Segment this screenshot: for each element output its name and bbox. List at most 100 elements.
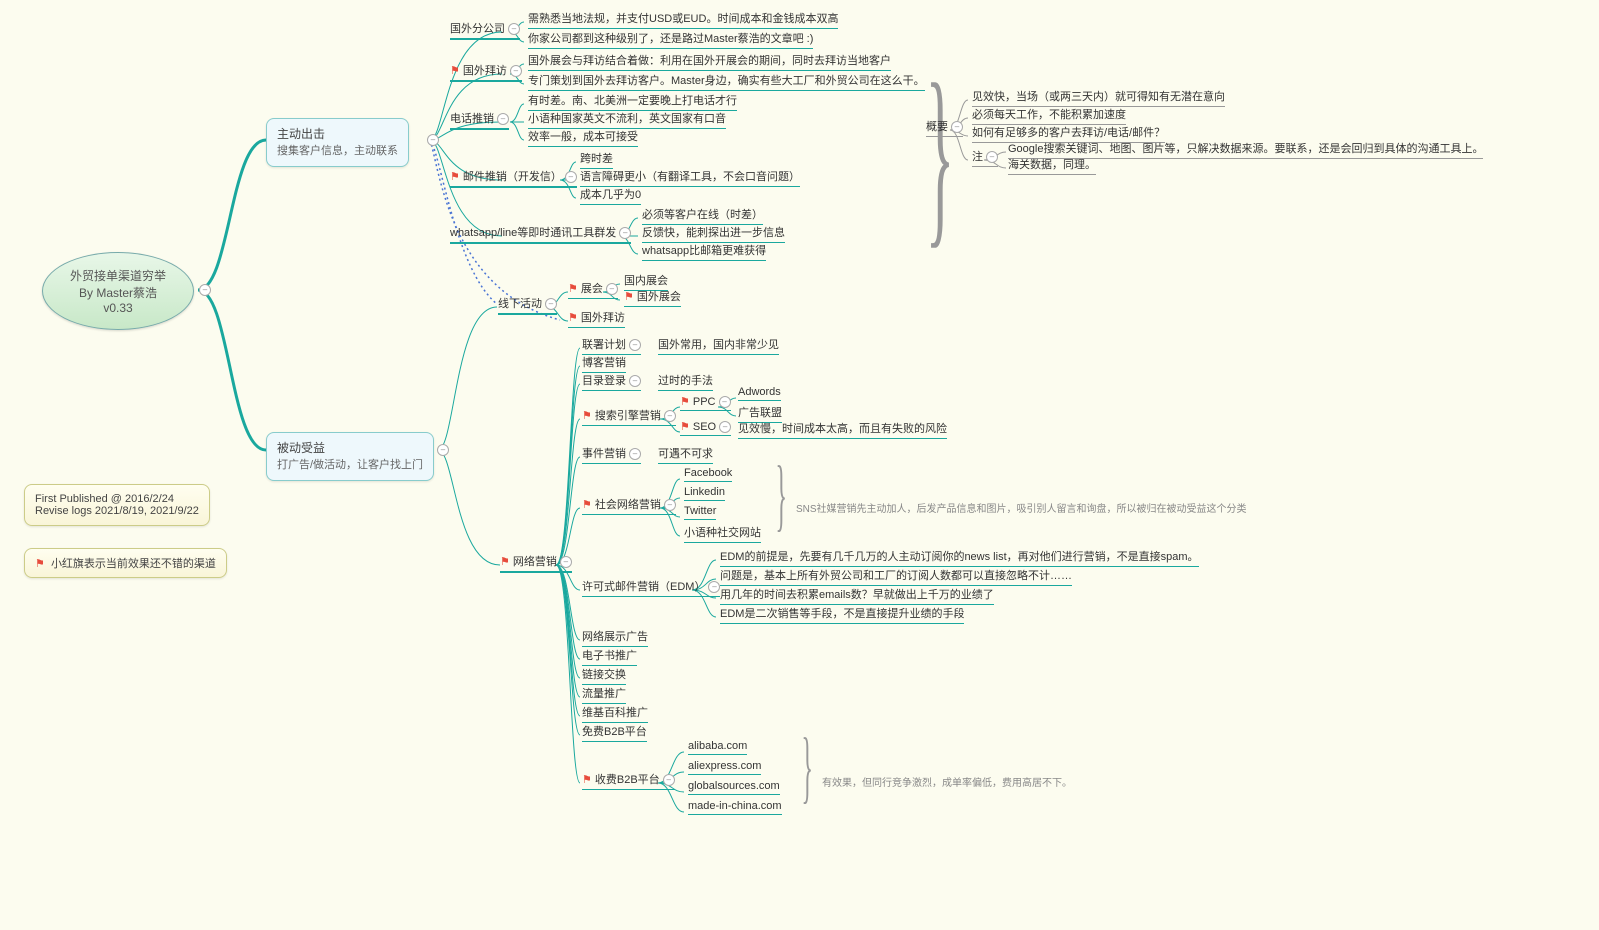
leaf[interactable]: alibaba.com bbox=[688, 740, 747, 755]
expand-icon[interactable]: – bbox=[437, 444, 449, 456]
expand-icon[interactable]: – bbox=[427, 134, 439, 146]
expand-icon[interactable]: – bbox=[719, 421, 731, 433]
node-exhibition[interactable]: ⚑展会– bbox=[568, 280, 618, 299]
legend-text: 小红旗表示当前效果还不错的渠道 bbox=[51, 558, 216, 570]
node-affiliate[interactable]: 联署计划– bbox=[582, 336, 641, 355]
node-overseas-branch[interactable]: 国外分公司– bbox=[450, 20, 520, 40]
node-phone[interactable]: 电话推销– bbox=[450, 110, 509, 130]
node-sns[interactable]: ⚑社会网络营销– bbox=[582, 496, 676, 515]
expand-icon[interactable]: – bbox=[619, 227, 631, 239]
leaf[interactable]: 国外常用，国内非常少见 bbox=[658, 336, 779, 355]
flag-icon: ⚑ bbox=[450, 170, 460, 183]
flag-icon: ⚑ bbox=[582, 409, 592, 422]
leaf[interactable]: 必须等客户在线（时差） bbox=[642, 206, 763, 225]
expand-icon[interactable]: – bbox=[510, 65, 522, 77]
leaf[interactable]: Facebook bbox=[684, 467, 732, 482]
leaf[interactable]: Linkedin bbox=[684, 486, 725, 501]
node-email[interactable]: ⚑邮件推销（开发信）– bbox=[450, 168, 577, 188]
leaf[interactable]: 博客营销 bbox=[582, 354, 626, 373]
root-node[interactable]: 外贸接单渠道穷举 By Master蔡浩 v0.33 bbox=[42, 252, 194, 330]
leaf[interactable]: whatsapp比邮箱更难获得 bbox=[642, 242, 766, 261]
expand-icon[interactable]: – bbox=[629, 448, 641, 460]
expand-icon[interactable]: – bbox=[508, 23, 520, 35]
node-ppc[interactable]: ⚑PPC– bbox=[680, 395, 731, 411]
leaf[interactable]: 维基百科推广 bbox=[582, 704, 648, 723]
note-line1: First Published @ 2016/2/24 bbox=[35, 493, 199, 505]
leaf[interactable]: made-in-china.com bbox=[688, 800, 782, 815]
leaf[interactable]: Adwords bbox=[738, 386, 781, 401]
expand-icon[interactable]: – bbox=[708, 581, 720, 593]
expand-icon[interactable]: – bbox=[663, 774, 675, 786]
leaf[interactable]: 成本几乎为0 bbox=[580, 186, 641, 205]
expand-icon[interactable]: – bbox=[629, 339, 641, 351]
expand-icon[interactable]: – bbox=[606, 283, 618, 295]
expand-icon[interactable]: – bbox=[664, 499, 676, 511]
leaf[interactable]: 链接交换 bbox=[582, 666, 626, 685]
leaf[interactable]: 用几年的时间去积累emails数？早就做出上千万的业绩了 bbox=[720, 586, 994, 605]
leaf[interactable]: 见效慢，时间成本太高，而且有失败的风险 bbox=[738, 420, 947, 439]
leaf[interactable]: EDM的前提是，先要有几千几万的人主动订阅你的news list，再对他们进行营… bbox=[720, 548, 1199, 567]
node-edm[interactable]: 许可式邮件营销（EDM）– bbox=[582, 578, 720, 597]
leaf[interactable]: 国外展会与拜访结合着做：利用在国外开展会的期间，同时去拜访当地客户 bbox=[528, 52, 891, 71]
summary-node[interactable]: 概要– bbox=[926, 118, 963, 137]
expand-icon[interactable]: – bbox=[545, 298, 557, 310]
node-overseas-visit[interactable]: ⚑国外拜访– bbox=[450, 62, 522, 82]
branch-passive[interactable]: 被动受益 打广告/做活动，让客户找上门 bbox=[266, 432, 434, 481]
node-sem[interactable]: ⚑搜索引擎营销– bbox=[582, 407, 676, 426]
note-line2: Revise logs 2021/8/19, 2021/9/22 bbox=[35, 505, 199, 517]
leaf[interactable]: 问题是，基本上所有外贸公司和工厂的订阅人数都可以直接忽略不计…… bbox=[720, 567, 1072, 586]
leaf[interactable]: 流量推广 bbox=[582, 685, 626, 704]
leaf[interactable]: 必须每天工作，不能积累加速度 bbox=[972, 106, 1126, 125]
expand-icon[interactable]: – bbox=[719, 396, 731, 408]
publish-note: First Published @ 2016/2/24 Revise logs … bbox=[24, 484, 210, 526]
expand-icon[interactable]: – bbox=[664, 410, 676, 422]
node-net[interactable]: ⚑网络营销– bbox=[500, 553, 572, 573]
leaf-flag[interactable]: ⚑国外拜访 bbox=[568, 309, 625, 328]
leaf[interactable]: 跨时差 bbox=[580, 150, 613, 169]
expand-icon[interactable]: – bbox=[951, 121, 963, 133]
flag-icon: ⚑ bbox=[568, 282, 578, 295]
summary-note-label[interactable]: 注– bbox=[972, 148, 998, 167]
leaf-flag[interactable]: ⚑国外展会 bbox=[624, 288, 681, 307]
expand-icon[interactable]: – bbox=[497, 113, 509, 125]
leaf[interactable]: 网络展示广告 bbox=[582, 628, 648, 647]
leaf[interactable]: 小语种社交网站 bbox=[684, 524, 761, 543]
leaf[interactable]: 过时的手法 bbox=[658, 372, 713, 391]
leaf[interactable]: 专门策划到国外去拜访客户。Master身边，确实有些大工厂和外贸公司在这么干。 bbox=[528, 72, 925, 91]
leaf[interactable]: 小语种国家英文不流利，英文国家有口音 bbox=[528, 110, 726, 129]
node-im[interactable]: whatsapp/line等即时通讯工具群发– bbox=[450, 224, 631, 244]
leaf[interactable]: 语言障碍更小（有翻译工具，不会口音问题） bbox=[580, 168, 800, 187]
node-event[interactable]: 事件营销– bbox=[582, 445, 641, 464]
leaf[interactable]: 可遇不可求 bbox=[658, 445, 713, 464]
node-paidb2b[interactable]: ⚑收费B2B平台– bbox=[582, 771, 675, 790]
branch-active[interactable]: 主动出击 搜集客户信息，主动联系 bbox=[266, 118, 409, 167]
leaf[interactable]: Twitter bbox=[684, 505, 716, 520]
leaf[interactable]: 效率一般，成本可接受 bbox=[528, 128, 638, 147]
expand-icon[interactable]: – bbox=[629, 375, 641, 387]
expand-icon[interactable]: – bbox=[199, 284, 211, 296]
flag-icon: ⚑ bbox=[568, 311, 578, 324]
expand-icon[interactable]: – bbox=[986, 151, 998, 163]
leaf[interactable]: globalsources.com bbox=[688, 780, 780, 795]
flag-icon: ⚑ bbox=[500, 555, 510, 568]
node-directory[interactable]: 目录登录– bbox=[582, 372, 641, 391]
expand-icon[interactable]: – bbox=[565, 171, 577, 183]
leaf[interactable]: 需熟悉当地法规，并支付USD或EUD。时间成本和金钱成本双高 bbox=[528, 10, 838, 29]
leaf[interactable]: 电子书推广 bbox=[582, 647, 637, 666]
flag-icon: ⚑ bbox=[582, 773, 592, 786]
leaf[interactable]: 海关数据，同理。 bbox=[1008, 156, 1096, 175]
leaf[interactable]: EDM是二次销售等手段，不是直接提升业绩的手段 bbox=[720, 605, 964, 624]
flag-icon: ⚑ bbox=[680, 420, 690, 433]
expand-icon[interactable]: – bbox=[560, 556, 572, 568]
leaf[interactable]: aliexpress.com bbox=[688, 760, 761, 775]
node-seo[interactable]: ⚑SEO– bbox=[680, 420, 731, 436]
leaf[interactable]: 你家公司都到这种级别了，还是路过Master蔡浩的文章吧 :) bbox=[528, 30, 813, 49]
leaf[interactable]: 有时差。南、北美洲一定要晚上打电话才行 bbox=[528, 92, 737, 111]
flag-icon: ⚑ bbox=[35, 557, 45, 570]
leaf[interactable]: 免费B2B平台 bbox=[582, 723, 647, 742]
leaf[interactable]: 见效快，当场（或两三天内）就可得知有无潜在意向 bbox=[972, 88, 1225, 107]
leaf[interactable]: 反馈快，能刺探出进一步信息 bbox=[642, 224, 785, 243]
b2b-callout: 有效果，但同行竞争激烈，成单率偏低，费用高居不下。 bbox=[822, 774, 1072, 789]
root-version: v0.33 bbox=[103, 301, 132, 315]
node-offline[interactable]: 线下活动– bbox=[498, 295, 557, 315]
